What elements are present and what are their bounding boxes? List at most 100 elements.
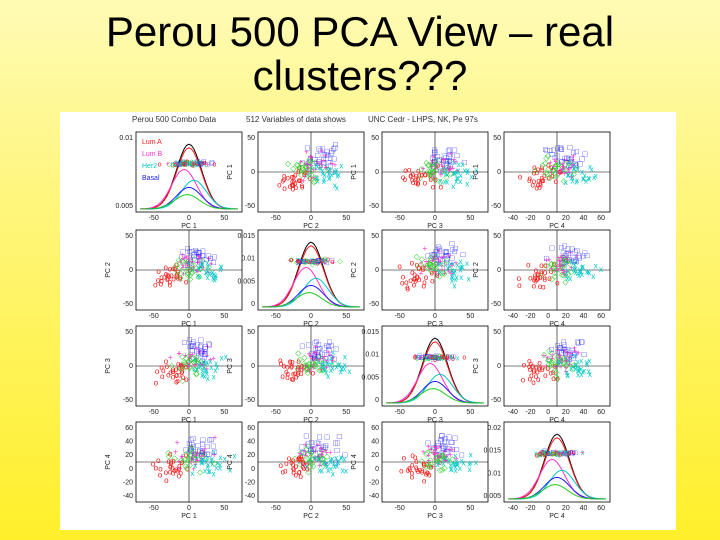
data-point: □ [433,354,438,361]
data-point: o [155,367,160,376]
y-tick-label: -20 [245,479,255,486]
data-point: x [198,262,202,271]
data-point: o [311,368,316,377]
data-point: + [421,448,426,457]
data-point: x [447,456,451,465]
data-point: o [180,458,185,467]
data-point: o [192,161,196,168]
data-point: □ [417,355,422,362]
data-point: ◇ [544,450,550,457]
data-point: x [335,184,339,193]
data-point: □ [559,157,564,166]
data-point: ◇ [305,164,312,173]
data-point: □ [426,353,431,360]
data-point: □ [443,157,448,166]
data-point: □ [329,146,334,155]
data-point: o [291,172,296,181]
data-point: x [455,461,459,470]
data-point: ◇ [167,161,173,168]
data-point: □ [311,258,316,265]
data-point: o [400,279,405,288]
data-point: + [562,346,567,355]
data-point: □ [447,156,452,165]
data-point: o [408,276,413,285]
data-point: □ [202,352,207,361]
data-point: □ [573,161,578,170]
data-point: + [305,165,310,174]
data-point: ◇ [211,458,218,467]
data-point: + [435,354,439,361]
data-point: o [279,359,284,368]
data-point: ◇ [183,450,190,459]
data-point: □ [327,346,332,355]
data-point: ◇ [564,357,571,366]
data-point: ◇ [173,261,180,270]
data-point: ◇ [204,161,210,168]
data-point: + [191,449,196,458]
data-point: ◇ [172,453,179,462]
x-tick-label: 20 [562,505,570,512]
data-point: o [535,452,539,459]
data-point: ◇ [305,365,312,374]
data-point: o [203,160,207,167]
data-point: □ [432,149,437,158]
x-axis-label: PC 3 [427,321,443,328]
data-point: □ [193,249,198,258]
data-point: □ [450,445,455,454]
data-point: ◇ [307,462,314,471]
data-point: ◇ [437,178,444,187]
data-point: ◇ [312,176,319,185]
data-point: ◇ [433,165,440,174]
data-point: + [565,156,570,165]
data-point: ◇ [559,267,566,276]
data-point: o [546,174,551,183]
data-point: ◇ [320,366,327,375]
data-point: o [538,282,543,291]
data-point: ◇ [560,354,567,363]
data-point: ◇ [309,448,316,457]
data-point: + [448,163,453,172]
data-point: x [200,371,204,380]
data-point: □ [333,140,338,149]
data-point: □ [555,451,560,458]
data-point: x [436,460,440,469]
data-point: + [330,159,335,168]
data-point: ◇ [549,264,556,273]
data-point: + [327,351,332,360]
data-point: + [544,256,549,265]
y-tick-label: -20 [123,479,133,486]
data-point: □ [325,433,330,442]
data-point: ◇ [419,456,426,465]
data-point: o [411,178,416,187]
data-point: □ [431,162,436,171]
data-point: □ [449,438,454,447]
data-point: + [174,159,178,166]
data-point: o [532,163,537,172]
data-point: o [439,182,444,191]
data-point: □ [558,344,563,353]
data-point: x [576,366,580,375]
data-point: x [317,454,321,463]
data-point: □ [434,353,439,360]
data-point: x [468,465,472,474]
data-point: o [428,175,433,184]
x-tick-label: -40 [508,505,518,512]
data-point: □ [315,151,320,160]
data-point: o [416,467,421,476]
data-point: + [430,462,435,471]
data-point: x [212,447,216,456]
data-point: □ [330,257,335,264]
data-point: ◇ [428,173,435,182]
data-point: ◇ [305,449,312,458]
data-point: ◇ [552,268,559,277]
data-point: ◇ [178,456,185,465]
data-point: + [311,361,316,370]
data-point: □ [563,349,568,358]
data-point: o [428,171,433,180]
data-point: ◇ [550,166,557,175]
data-point: ◇ [180,159,186,166]
data-point: + [168,353,173,362]
data-point: □ [543,145,548,154]
data-point: o [299,452,304,461]
